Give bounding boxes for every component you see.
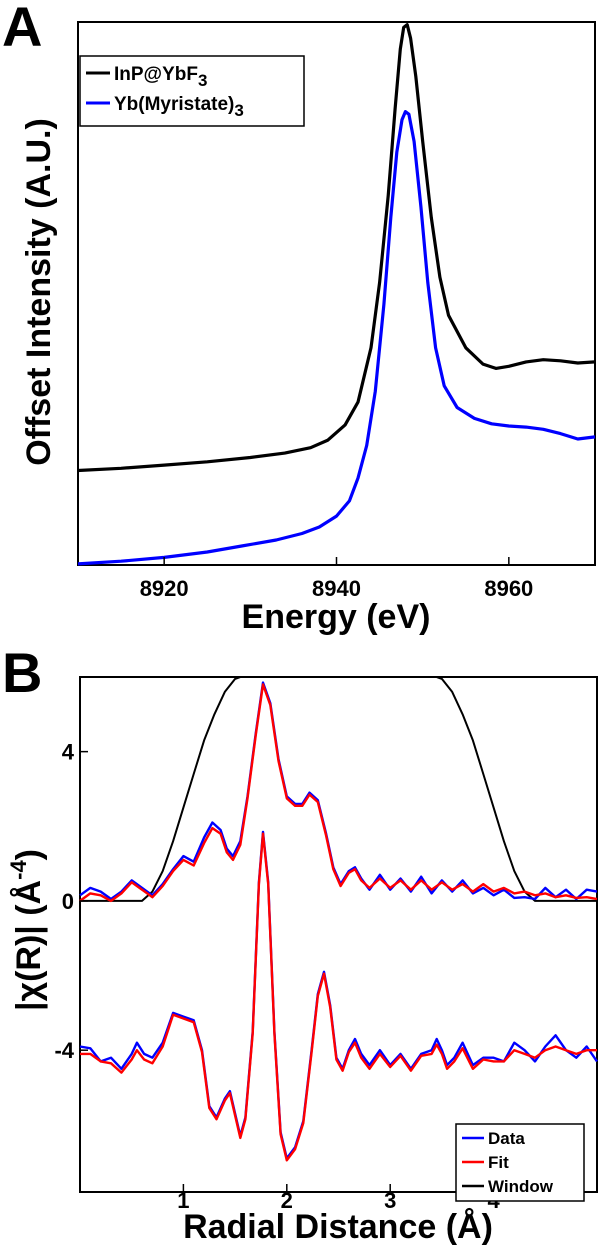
ticks-group-a: 8920 8940 8960 [140, 557, 533, 601]
series-line-b-0-0 [79, 681, 598, 901]
legend-a: InP@YbF3 Yb(Myristate)3 [79, 55, 305, 127]
legend-label-yb: Yb(Myristate)3 [114, 94, 244, 120]
panel-b: B 1234-404 Data Fit Window Radial Distan… [2, 641, 598, 1246]
legend-box-a [79, 55, 305, 127]
series-line-a-1 [77, 110, 596, 566]
x-tick-label-b-1: 2 [281, 1188, 293, 1213]
plot-frame-b [79, 676, 598, 1193]
legend-b: Data Fit Window [455, 1123, 585, 1202]
y-tick-label-b-0: -4 [54, 1038, 74, 1063]
x-tick-label-a-0: 8920 [140, 576, 189, 601]
y-tick-label-b-2: 4 [62, 740, 75, 765]
panel-letter-b: B [2, 641, 42, 704]
legend-label-window: Window [488, 1177, 554, 1196]
legend-label-fit: Fit [488, 1153, 509, 1172]
legend-label-inp: InP@YbF3 [114, 64, 207, 90]
x-tick-label-a-2: 8960 [484, 576, 533, 601]
y-axis-title-b: |χ(R)| (Å-4) [6, 849, 48, 1011]
y-axis-title-a: Offset Intensity (A.U.) [20, 118, 58, 466]
legend-label-data: Data [488, 1129, 525, 1148]
series-group-b [79, 676, 598, 1162]
series-line-b-2-0 [80, 676, 597, 902]
panel-letter-a: A [2, 0, 42, 58]
series-group-a [77, 23, 596, 566]
ticks-group-b: 1234-404 [54, 740, 500, 1213]
series-line-a-0 [77, 23, 596, 473]
y-tick-label-b-1: 0 [62, 889, 74, 914]
panel-a: A 8920 8940 8960 InP@YbF3 Yb(Myristate)3 E… [2, 0, 596, 636]
x-axis-title-a: Energy (eV) [242, 598, 431, 636]
x-axis-title-b: Radial Distance (Å) [183, 1208, 493, 1246]
series-line-b-1-1 [80, 832, 597, 1162]
x-tick-label-a-1: 8940 [312, 576, 361, 601]
x-tick-label-b-2: 3 [384, 1188, 396, 1213]
x-tick-label-b-0: 1 [177, 1188, 189, 1213]
series-line-b-1-0 [79, 683, 598, 903]
